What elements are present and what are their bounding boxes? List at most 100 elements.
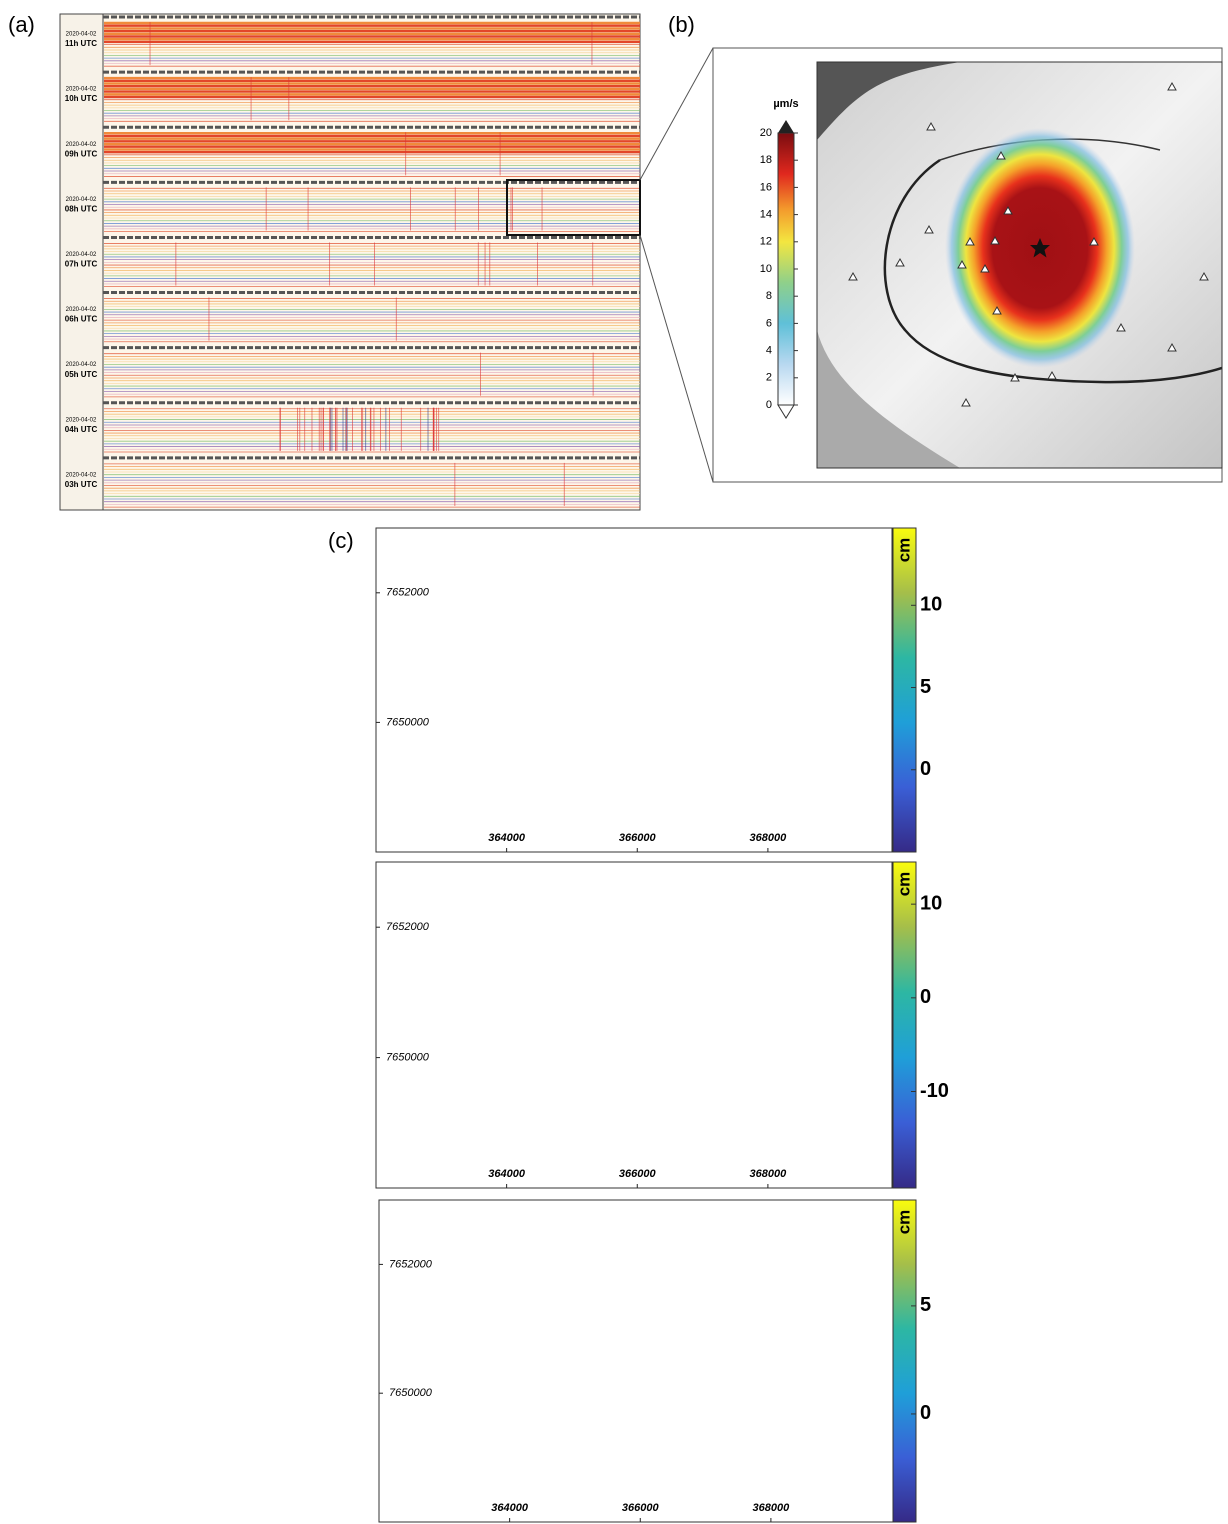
station bbox=[1167, 342, 1177, 352]
panel-b: µm/s 0 2 4 6 8 10 12 14 16 18 20 bbox=[639, 47, 1223, 483]
gnss-station bbox=[620, 1048, 632, 1060]
panel-label: (b) bbox=[668, 12, 695, 37]
station bbox=[965, 236, 975, 246]
colorbar-tick-label: 12 bbox=[760, 236, 772, 248]
lava-flow bbox=[796, 673, 892, 705]
x-tick-label: 368000 bbox=[750, 1168, 788, 1180]
station bbox=[957, 259, 967, 269]
gnss-station bbox=[620, 714, 632, 726]
row-hour: 10h UTC bbox=[65, 94, 98, 103]
station bbox=[1003, 205, 1013, 215]
gnss-station bbox=[623, 1386, 635, 1398]
row-date: 2020-04-02 bbox=[66, 252, 97, 258]
colorbar-tick-label: 5 bbox=[920, 1294, 931, 1316]
row-date: 2020-04-02 bbox=[66, 87, 97, 93]
row-date: 2020-04-02 bbox=[66, 197, 97, 203]
x-tick-label: 364000 bbox=[488, 832, 526, 844]
y-tick-label: 7652000 bbox=[386, 921, 430, 933]
colorbar-cap bbox=[777, 404, 795, 419]
x-tick-label: 364000 bbox=[488, 1168, 526, 1180]
row-hour: 03h UTC bbox=[65, 480, 98, 489]
station bbox=[1199, 271, 1209, 281]
map-frame bbox=[375, 861, 893, 1189]
hillshade bbox=[376, 862, 892, 1188]
deformation-patch bbox=[676, 922, 796, 1042]
map bbox=[376, 528, 1106, 852]
gnss-station bbox=[710, 680, 722, 692]
row-hour: 08h UTC bbox=[65, 204, 98, 213]
colorbar-tick-label: 20 bbox=[760, 127, 772, 139]
deformation-field bbox=[447, 1200, 895, 1522]
row-date: 2020-04-02 bbox=[66, 362, 97, 368]
lava-flow bbox=[759, 1200, 895, 1290]
station bbox=[1047, 370, 1057, 380]
summit-crater bbox=[638, 1006, 710, 1062]
gnss-station bbox=[794, 1006, 806, 1018]
map-frame bbox=[816, 61, 1223, 469]
y-tick-label: 7652000 bbox=[386, 587, 430, 599]
x-tick-label: 368000 bbox=[753, 1502, 791, 1514]
gnss-station bbox=[724, 592, 736, 604]
panel-label: (a) bbox=[8, 12, 35, 37]
lava-flow bbox=[756, 862, 892, 952]
deformation-patch bbox=[646, 538, 806, 698]
row-hour: 04h UTC bbox=[65, 425, 98, 434]
colorbar-tick-label: 2 bbox=[766, 372, 772, 384]
caldera-rim bbox=[444, 528, 491, 852]
terrain bbox=[817, 62, 960, 140]
deformation-patch bbox=[659, 1220, 799, 1360]
colorbar-tick-label: 14 bbox=[760, 209, 772, 221]
lava-flow bbox=[796, 1007, 892, 1039]
station bbox=[996, 150, 1006, 160]
gnss-station bbox=[794, 672, 806, 684]
colorbar-tick-label: 5 bbox=[920, 676, 931, 698]
zoom-selection bbox=[506, 179, 641, 236]
deformation-patch bbox=[736, 962, 876, 1102]
map-frame bbox=[375, 527, 893, 853]
row-date: 2020-04-02 bbox=[66, 32, 97, 38]
panel-label: (c) bbox=[328, 528, 354, 553]
map bbox=[376, 862, 892, 1188]
colorbar-tick-label: 10 bbox=[760, 263, 772, 275]
colorbar-unit: cm bbox=[894, 538, 913, 563]
gnss-station bbox=[700, 828, 712, 840]
deformation-pattern bbox=[436, 872, 876, 1162]
station bbox=[895, 257, 905, 267]
colorbar-tick-label: 18 bbox=[760, 154, 772, 166]
gnss-station bbox=[539, 638, 551, 650]
zoom-line bbox=[639, 234, 714, 483]
caldera-rim bbox=[444, 862, 491, 1188]
summit-crater-floor bbox=[650, 679, 702, 717]
row-date: 2020-04-02 bbox=[66, 417, 97, 423]
decorrelated-area bbox=[564, 1340, 624, 1390]
station bbox=[926, 121, 936, 131]
row-date: 2020-04-02 bbox=[66, 142, 97, 148]
gnss-station bbox=[724, 926, 736, 938]
colorbar-tick-label: 10 bbox=[920, 892, 942, 914]
gnss-station bbox=[727, 1264, 739, 1276]
gnss-station bbox=[703, 1500, 715, 1512]
colorbar bbox=[892, 861, 917, 1189]
colorbar-unit: cm bbox=[894, 872, 913, 897]
deformation-pattern bbox=[519, 1190, 879, 1490]
x-tick-label: 366000 bbox=[619, 1168, 657, 1180]
row-hour: 06h UTC bbox=[65, 315, 98, 324]
zoom-line bbox=[639, 47, 714, 181]
station bbox=[848, 271, 858, 281]
deformation-patch bbox=[886, 538, 1106, 758]
colorbar-tick-label: 0 bbox=[920, 758, 931, 780]
deformation-pattern bbox=[646, 538, 1106, 758]
row-date: 2020-04-02 bbox=[66, 472, 97, 478]
x-tick-label: 368000 bbox=[750, 832, 788, 844]
decorrelated-area bbox=[561, 1002, 621, 1052]
station bbox=[980, 263, 990, 273]
source-star bbox=[1030, 238, 1050, 258]
station bbox=[1116, 322, 1126, 332]
x-tick-label: 366000 bbox=[619, 832, 657, 844]
gnss-station bbox=[634, 1000, 646, 1012]
row-hour: 09h UTC bbox=[65, 149, 98, 158]
colorbar-unit: cm bbox=[894, 1210, 913, 1235]
deformation-patch bbox=[436, 992, 536, 1092]
hillshade bbox=[379, 1200, 895, 1522]
